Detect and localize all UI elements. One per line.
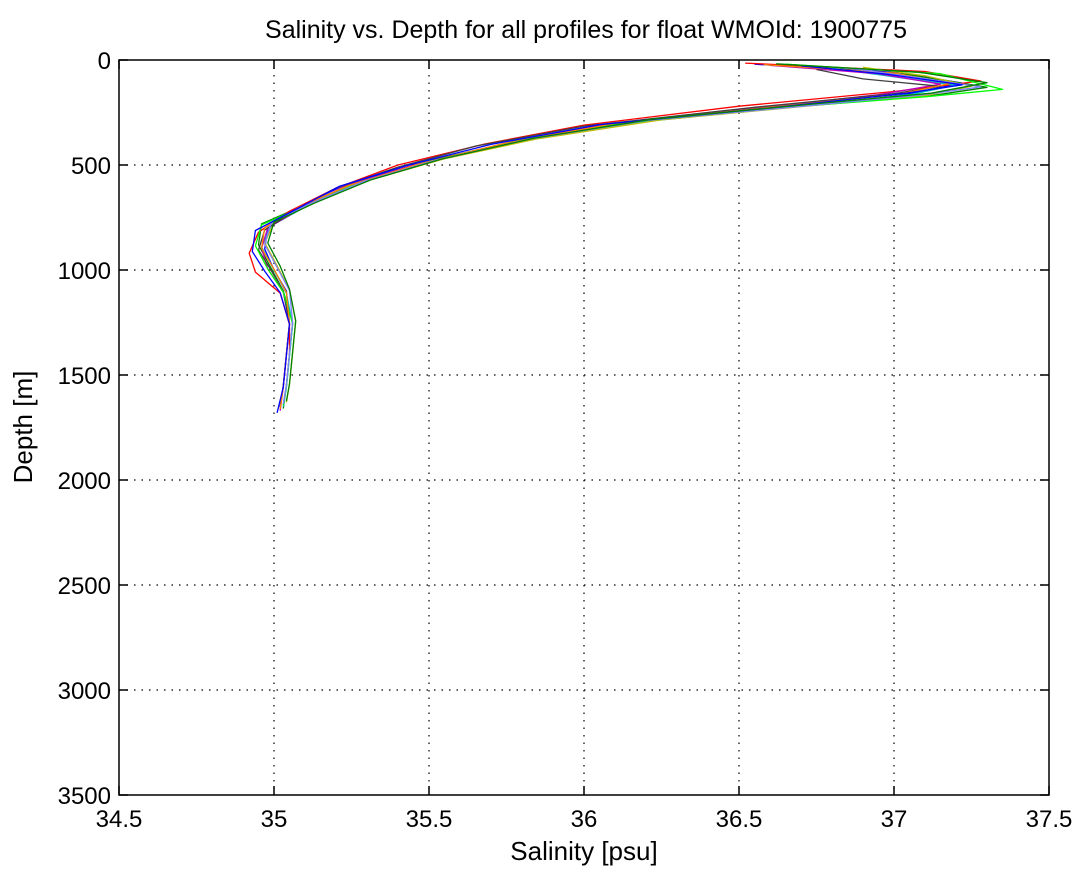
salinity-profile-line xyxy=(251,65,963,413)
salinity-profile-line xyxy=(264,63,963,407)
profile-lines xyxy=(248,62,1004,413)
salinity-profile-line xyxy=(267,63,988,402)
y-tick-label: 2000 xyxy=(58,468,111,495)
x-axis-title: Salinity [psu] xyxy=(510,836,657,866)
y-tick-label: 0 xyxy=(98,48,111,75)
chart-title: Salinity vs. Depth for all profiles for … xyxy=(265,16,907,44)
salinity-profile-line xyxy=(260,63,951,410)
salinity-profile-line xyxy=(260,67,957,407)
y-tick-label: 3000 xyxy=(58,678,111,705)
y-tick-label: 1500 xyxy=(58,363,111,390)
salinity-profile-line xyxy=(260,64,942,411)
y-tick-labels: 0 500 1000 1500 2000 2500 3000 3500 xyxy=(58,48,111,810)
x-tick-label: 36 xyxy=(571,806,598,833)
x-tick-label: 35.5 xyxy=(406,806,453,833)
salinity-profile-line xyxy=(257,65,988,409)
x-tick-label: 37 xyxy=(881,806,908,833)
y-tick-label: 500 xyxy=(71,153,111,180)
salinity-profile-line xyxy=(264,67,982,405)
y-tick-label: 3500 xyxy=(58,783,111,810)
grid-lines xyxy=(119,60,1049,795)
x-tick-label: 35 xyxy=(261,806,288,833)
salinity-profile-line xyxy=(257,68,942,408)
y-axis-title: Depth [m] xyxy=(8,371,38,484)
x-tick-label: 36.5 xyxy=(716,806,763,833)
y-tick-label: 2500 xyxy=(58,573,111,600)
x-tick-labels: 34.5 35 35.5 36 36.5 37 37.5 xyxy=(96,806,1073,833)
tick-marks xyxy=(118,59,1050,796)
salinity-profile-line xyxy=(248,62,982,405)
x-tick-label: 37.5 xyxy=(1026,806,1073,833)
salinity-profile-line xyxy=(254,63,1004,406)
salinity-profile-line xyxy=(264,66,973,403)
x-tick-label: 34.5 xyxy=(96,806,143,833)
y-tick-label: 1000 xyxy=(58,258,111,285)
